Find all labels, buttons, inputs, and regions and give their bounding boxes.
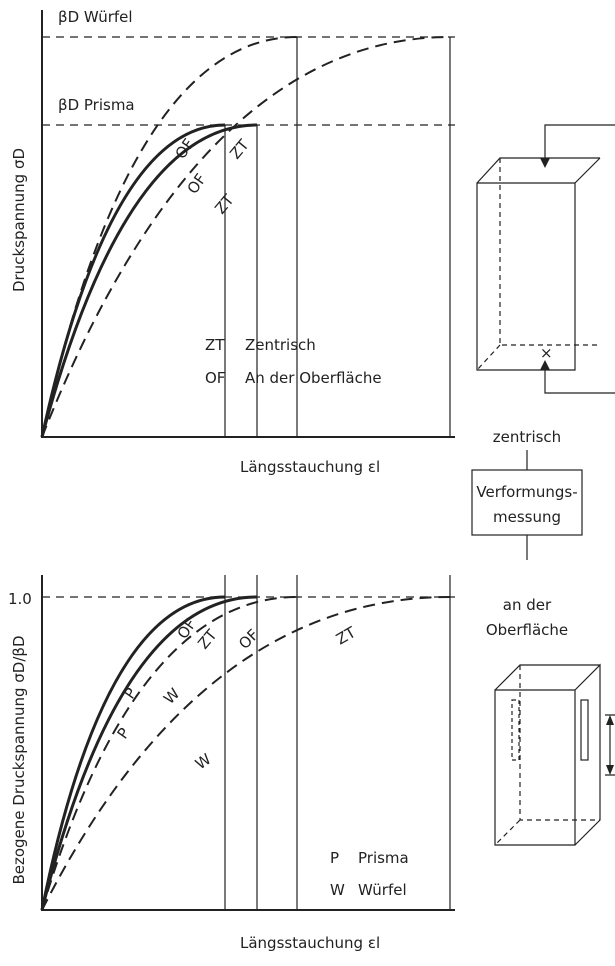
strain-lines bbox=[224, 575, 451, 910]
curve-label: ZT bbox=[226, 135, 253, 162]
y-axis-label: Druckspannung σD bbox=[10, 148, 28, 292]
curve-label: ZT bbox=[333, 623, 360, 649]
prism-hidden bbox=[476, 158, 600, 371]
legend-text: An der Oberfläche bbox=[245, 369, 382, 387]
curve bbox=[40, 595, 226, 911]
gauge bbox=[580, 699, 589, 761]
prism-top bbox=[476, 157, 601, 371]
prism-hidden bbox=[494, 665, 600, 846]
load-lines bbox=[544, 124, 615, 394]
box-text: Verformungs- bbox=[476, 483, 577, 501]
marker: × bbox=[540, 344, 553, 362]
curve-label: P bbox=[121, 685, 141, 703]
legend-text: Würfel bbox=[358, 881, 407, 899]
y-axis-label: Bezogene Druckspannung σD/βD bbox=[10, 635, 28, 884]
curve bbox=[41, 36, 451, 438]
box bbox=[471, 469, 583, 536]
curve-label: ZT bbox=[211, 190, 238, 217]
legend-key: W bbox=[330, 881, 345, 899]
legend-key: P bbox=[330, 849, 339, 867]
arrows bbox=[540, 158, 550, 370]
prism-bottom bbox=[494, 663, 601, 846]
curve-label: W bbox=[192, 750, 215, 773]
level-label: βD Würfel bbox=[58, 8, 133, 26]
curve bbox=[41, 596, 451, 911]
curve-label: OF bbox=[235, 626, 262, 653]
curve bbox=[40, 123, 258, 438]
curve-label: OF bbox=[184, 170, 210, 197]
label: Oberfläche bbox=[486, 621, 568, 639]
legend-key: ZT bbox=[205, 336, 225, 354]
curve-label: W bbox=[160, 684, 183, 707]
level-label: βD Prisma bbox=[58, 96, 135, 114]
y-tick-label: 1.0 bbox=[8, 590, 32, 608]
legend-key: OF bbox=[205, 369, 225, 387]
curve-label: P bbox=[114, 725, 134, 743]
curve bbox=[40, 595, 258, 911]
legend-text: Prisma bbox=[358, 849, 409, 867]
x-axis-label: Längsstauchung εl bbox=[240, 934, 380, 952]
box-text: messung bbox=[493, 508, 561, 526]
gauge bbox=[511, 699, 520, 761]
bottom-diagram: 1.0 OF ZT OF ZT P P W W P Prisma W Würfe… bbox=[8, 575, 455, 952]
top-diagram: βD Würfel βD Prisma OF OF ZT ZT ZT Zentr… bbox=[10, 8, 455, 476]
curve bbox=[41, 596, 298, 911]
specimens: × zentrisch Verformungs- messung an der … bbox=[471, 124, 615, 846]
legend-text: Zentrisch bbox=[245, 336, 316, 354]
label: zentrisch bbox=[493, 428, 561, 446]
strain-lines bbox=[224, 37, 451, 437]
x-axis-label: Längsstauchung εl bbox=[240, 458, 380, 476]
curve bbox=[40, 123, 226, 438]
label: an der bbox=[503, 596, 552, 614]
